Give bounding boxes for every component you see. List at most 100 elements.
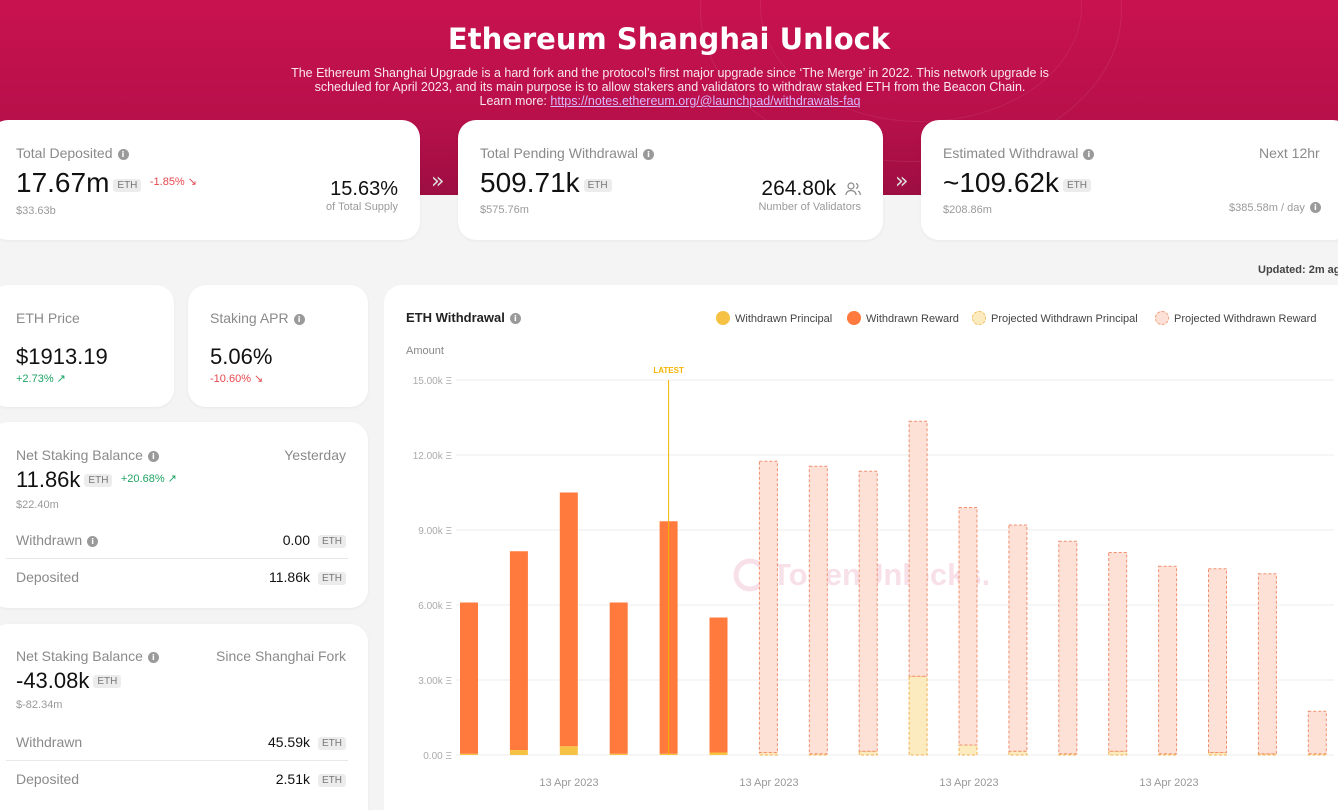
estimated-period: Next 12hr	[1259, 145, 1320, 161]
supply-percent: 15.63%	[330, 178, 398, 200]
estimated-per-day: $385.58m / day	[1229, 202, 1305, 214]
bar-projected-reward	[1208, 568, 1227, 753]
net-staking-period: Since Shanghai Fork	[216, 648, 346, 664]
legend-label: Withdrawn Reward	[866, 313, 959, 325]
info-icon[interactable]: i	[117, 149, 129, 160]
eth-unit-tag: ETH	[318, 737, 346, 750]
validators-label: Number of Validators	[758, 201, 861, 213]
legend-swatch	[972, 311, 986, 325]
eth-unit-tag: ETH	[318, 774, 346, 787]
info-icon[interactable]: i	[147, 652, 159, 663]
info-icon[interactable]: i	[147, 451, 159, 462]
users-icon	[845, 182, 861, 196]
legend-projected-reward[interactable]: Projected Withdrawn Reward	[1155, 311, 1316, 325]
bar-projected-principal	[808, 753, 828, 756]
estimated-withdrawal-value: ~109.62k	[943, 167, 1059, 198]
y-tick-label: 15.00k Ξ	[413, 376, 453, 387]
legend-projected-principal[interactable]: Projected Withdrawn Principal	[972, 311, 1138, 325]
legend-label: Projected Withdrawn Principal	[991, 313, 1138, 325]
chevron-right-icon: »	[431, 169, 445, 194]
eth-unit-tag: ETH	[1063, 179, 1091, 192]
bar-projected-reward	[1008, 524, 1028, 752]
eth-price-change: +2.73% ↗	[16, 373, 66, 385]
info-icon[interactable]: i	[1309, 202, 1321, 213]
description-line-1: The Ethereum Shanghai Upgrade is a hard …	[291, 66, 1049, 80]
net-staking-value: 11.86k	[16, 467, 81, 492]
eth-price-label: ETH Price	[16, 310, 80, 326]
eth-price-value: $1913.19	[16, 344, 108, 369]
legend-swatch	[847, 311, 861, 325]
total-deposited-card: Total Deposited i 17.67m ETH -1.85% ↘ $33.…	[0, 120, 420, 240]
bar-projected-principal	[1008, 750, 1028, 756]
withdrawn-value: 45.59k	[267, 734, 310, 750]
withdrawals-faq-link[interactable]: https://notes.ethereum.org/@launchpad/wi…	[550, 94, 861, 108]
net-staking-since-fork-card: Net Staking Balance i Since Shanghai Fork…	[0, 624, 368, 810]
deposited-label: Deposited	[16, 569, 80, 585]
bar-withdrawn-reward	[559, 492, 578, 747]
bar-withdrawn-principal	[559, 746, 578, 755]
divider	[6, 558, 348, 559]
legend-swatch	[1155, 311, 1169, 325]
info-icon[interactable]: i	[509, 313, 521, 324]
eth-unit-tag: ETH	[93, 675, 122, 688]
withdrawn-label: Withdrawn	[16, 734, 83, 750]
legend-withdrawn-principal[interactable]: Withdrawn Principal	[716, 311, 832, 325]
bar-projected-principal	[758, 752, 778, 756]
staking-apr-change: -10.60% ↘	[210, 373, 264, 385]
y-tick-label: 3.00k Ξ	[418, 676, 452, 687]
deposited-value: 11.86k	[269, 569, 310, 585]
withdrawal-bar-chart: 0.00 Ξ 3.00k Ξ 6.00k Ξ 9.00k Ξ 12.00k Ξ 15.00…	[413, 366, 1334, 789]
bar-projected-reward	[808, 465, 828, 755]
watermark-text: TokenUnlocks.	[772, 557, 990, 592]
info-icon[interactable]: i	[1083, 149, 1095, 160]
bar-withdrawn-reward	[460, 602, 478, 754]
bar-withdrawn-principal	[460, 753, 478, 755]
estimated-withdrawal-label: Estimated Withdrawal	[943, 145, 1079, 161]
y-tick-label: 9.00k Ξ	[418, 526, 452, 537]
bar-withdrawn-principal	[609, 753, 628, 755]
estimated-usd: $208.86m	[943, 204, 992, 216]
bar-withdrawn-principal	[709, 752, 728, 755]
staking-apr-card: Staking APR i 5.06% -10.60% ↘	[188, 285, 368, 407]
legend-label: Projected Withdrawn Reward	[1174, 313, 1317, 325]
net-staking-usd: $22.40m	[16, 499, 59, 511]
bar-projected-principal	[908, 675, 928, 756]
x-tick-label: 13 Apr 2023	[539, 777, 598, 789]
x-tick-label: 13 Apr 2023	[939, 777, 998, 789]
bar-withdrawn-reward	[509, 551, 528, 750]
eth-unit-tag: ETH	[318, 535, 346, 548]
bar-projected-reward	[958, 507, 978, 746]
withdrawn-value: 0.00	[282, 532, 310, 548]
bar-projected-principal	[1158, 753, 1178, 756]
net-staking-label: Net Staking Balance	[16, 447, 143, 463]
total-deposited-value: 17.67m	[16, 167, 110, 198]
y-tick-label: 12.00k Ξ	[413, 451, 453, 462]
y-tick-label: 6.00k Ξ	[418, 601, 452, 612]
validators-count: 264.80k	[761, 177, 837, 200]
bar-projected-principal	[1208, 752, 1227, 756]
y-tick-label: 0.00 Ξ	[423, 751, 452, 762]
eth-price-card: ETH Price $1913.19 +2.73% ↗	[0, 285, 174, 407]
legend-withdrawn-reward[interactable]: Withdrawn Reward	[847, 311, 959, 325]
chart-title: ETH Withdrawal	[406, 310, 505, 325]
withdrawn-label: Withdrawn	[16, 532, 83, 548]
eth-unit-tag: ETH	[583, 179, 612, 192]
info-icon[interactable]: i	[642, 149, 654, 160]
latest-marker-label: LATEST	[653, 366, 684, 375]
eth-unit-tag: ETH	[113, 179, 142, 192]
info-icon[interactable]: i	[87, 536, 99, 547]
bar-projected-reward	[1058, 540, 1078, 755]
net-staking-yesterday-card: Net Staking Balance i Yesterday 11.86k ETH…	[0, 422, 368, 608]
info-icon[interactable]: i	[293, 314, 305, 325]
page-description: The Ethereum Shanghai Upgrade is a hard …	[255, 66, 1085, 108]
pending-withdrawal-card: Total Pending Withdrawal i 509.71k ETH $57…	[458, 120, 883, 240]
divider	[6, 760, 348, 761]
net-staking-change: +20.68% ↗	[120, 473, 177, 485]
pending-withdrawal-value: 509.71k	[480, 167, 580, 198]
estimated-withdrawal-card: Estimated Withdrawal i Next 12hr ~109.62k…	[921, 120, 1338, 240]
staking-apr-label: Staking APR	[210, 310, 289, 326]
net-staking-value: -43.08k	[16, 668, 90, 693]
net-staking-label: Net Staking Balance	[16, 648, 143, 664]
bar-projected-principal	[1108, 750, 1128, 756]
description-line-2: scheduled for April 2023, and its main p…	[314, 80, 1026, 94]
